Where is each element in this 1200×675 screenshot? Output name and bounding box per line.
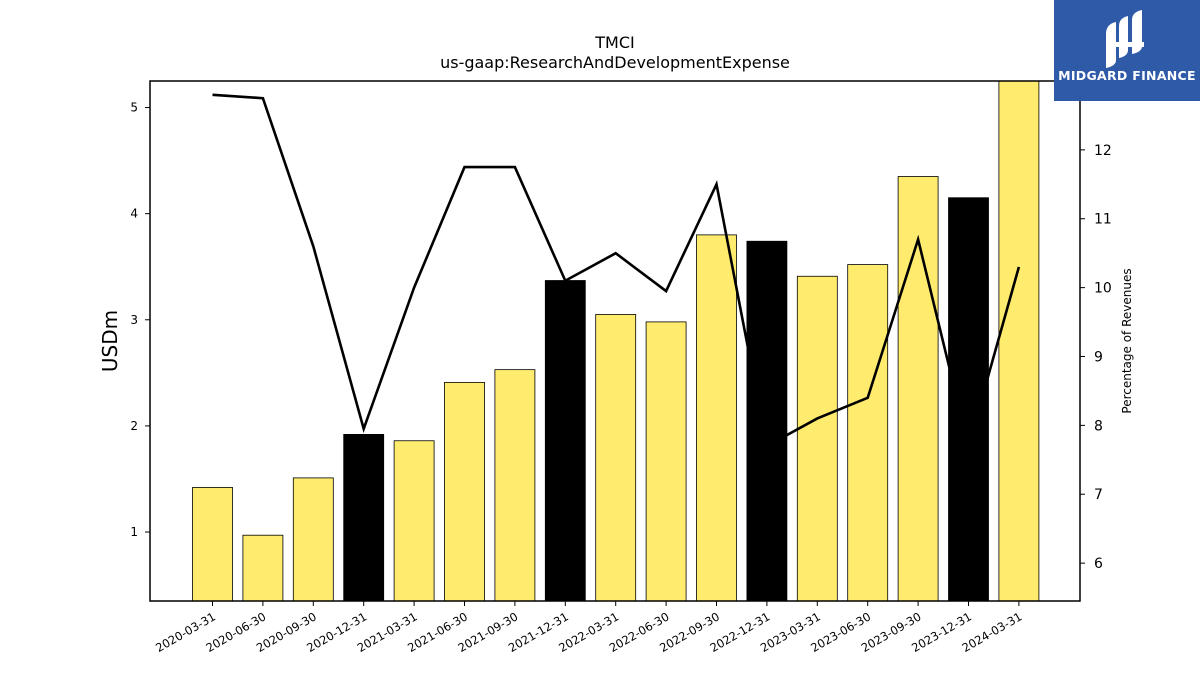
- bar: [292, 477, 334, 602]
- bar: [746, 240, 788, 602]
- y-tick-label: 1: [130, 525, 138, 539]
- bar: [544, 280, 586, 602]
- y2-tick-label: 6: [1094, 556, 1103, 572]
- y2-tick-label: 8: [1094, 418, 1103, 434]
- bar: [696, 234, 737, 602]
- bar: [645, 321, 687, 602]
- logo-mark-icon: [1106, 10, 1144, 68]
- bar: [242, 534, 284, 602]
- y2-tick-label: 12: [1094, 143, 1112, 159]
- y2-tick-label: 11: [1094, 212, 1112, 228]
- bar: [393, 440, 435, 602]
- bar: [444, 381, 485, 602]
- bars-group: [192, 80, 1040, 602]
- bar: [847, 264, 889, 602]
- bar: [998, 80, 1040, 602]
- bar: [192, 487, 233, 602]
- y-tick-label: 3: [130, 313, 138, 327]
- y-axis-label: USDm: [98, 310, 122, 372]
- chart-subtitle: us-gaap:ResearchAndDevelopmentExpense: [440, 53, 790, 72]
- chart-title: TMCI: [594, 33, 634, 52]
- percentage-line: [212, 93, 1021, 452]
- y2-axis-label: Percentage of Revenues: [1120, 268, 1134, 413]
- line-group: [212, 93, 1021, 452]
- plot-frame: [149, 80, 1081, 602]
- bar: [494, 369, 536, 602]
- midgard-finance-logo: MIDGARD FINANCE: [1054, 0, 1200, 101]
- y2-tick-label: 10: [1094, 281, 1112, 297]
- bar: [595, 314, 637, 602]
- bar: [897, 176, 939, 602]
- bar: [796, 275, 838, 602]
- logo-text: MIDGARD FINANCE: [1058, 68, 1196, 83]
- y-tick-label: 5: [130, 101, 138, 115]
- y2-tick-label: 7: [1094, 487, 1103, 503]
- y-tick-label: 2: [130, 419, 138, 433]
- y2-tick-label: 9: [1094, 349, 1103, 365]
- y-tick-label: 4: [130, 207, 138, 221]
- bar: [343, 433, 385, 602]
